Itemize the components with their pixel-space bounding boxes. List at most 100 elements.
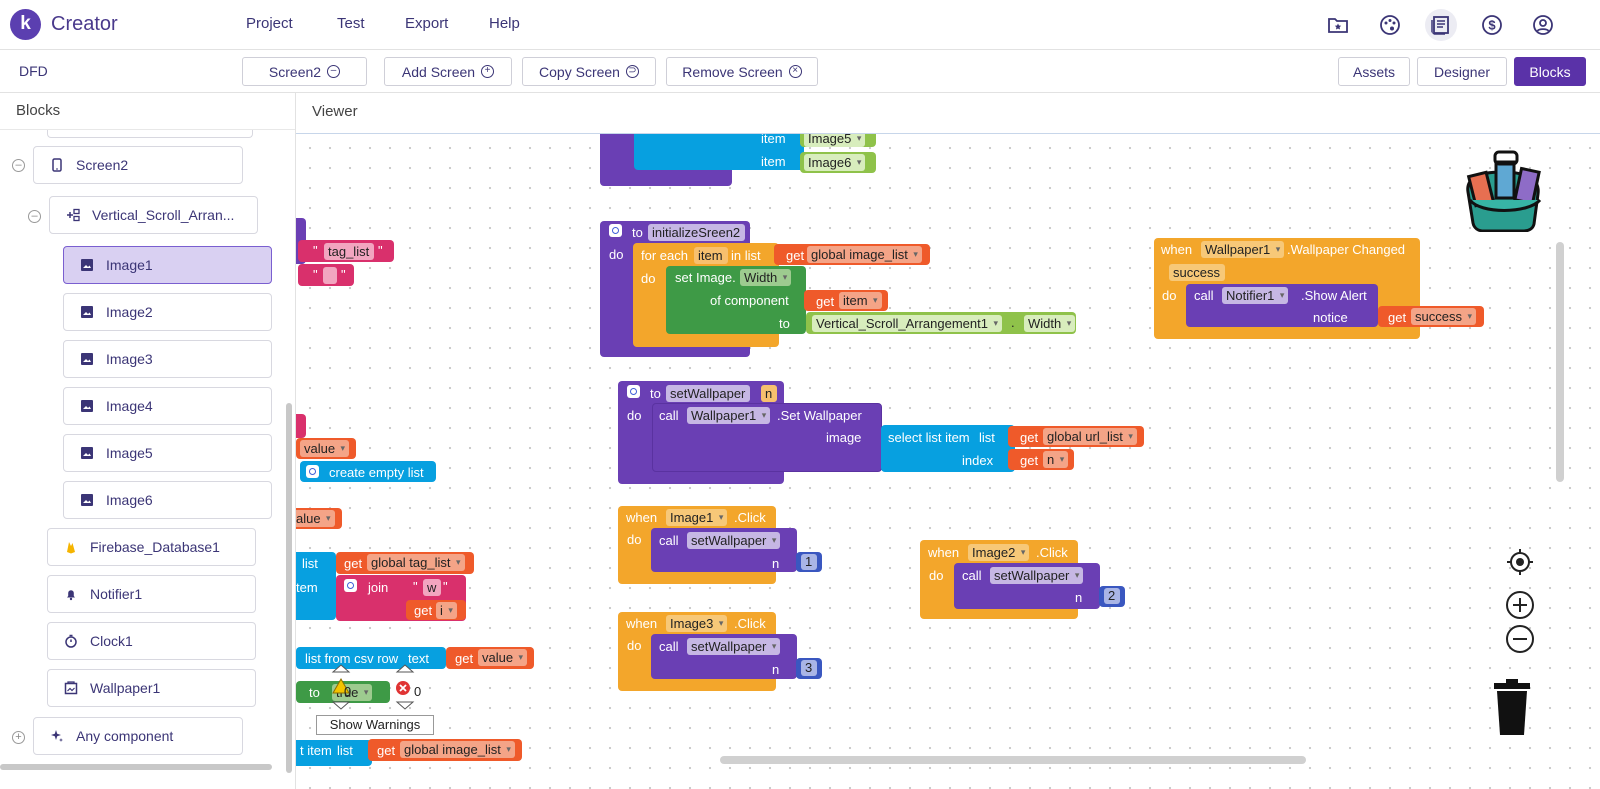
dropdown-value-3[interactable]: value (478, 649, 528, 666)
tree-node-image2[interactable]: Image2 (63, 293, 272, 331)
dropdown-value-2[interactable]: alue (296, 510, 335, 527)
block-number-3[interactable]: 3 (796, 658, 822, 679)
number-3[interactable]: 3 (801, 660, 818, 676)
string-empty[interactable] (323, 267, 337, 284)
tree-node-notifier[interactable]: Notifier1 (47, 575, 256, 613)
zoom-in-icon[interactable] (1505, 590, 1535, 620)
dropdown-value-1[interactable]: value (300, 440, 350, 457)
backpack-icon[interactable] (1462, 148, 1550, 232)
add-screen-button[interactable]: Add Screen + (384, 57, 512, 86)
trash-icon[interactable] (1492, 679, 1532, 735)
block-create-empty-list[interactable] (300, 461, 436, 482)
blocks-button[interactable]: Blocks (1514, 57, 1586, 86)
gear-icon[interactable] (627, 385, 640, 398)
book-icon[interactable] (1425, 9, 1457, 41)
error-indicator-icon[interactable] (394, 663, 416, 711)
brand-name[interactable]: Creator (51, 13, 118, 35)
block-select-partial[interactable] (296, 740, 372, 766)
string-tag-list[interactable]: tag_list (324, 243, 375, 260)
menu-help[interactable]: Help (489, 15, 520, 32)
var-item[interactable]: item (694, 247, 728, 264)
dropdown-global-tag-list[interactable]: global tag_list (367, 554, 465, 571)
string-w[interactable]: w (423, 579, 442, 596)
show-warnings-button[interactable]: Show Warnings (316, 715, 434, 735)
block-image6[interactable]: Image6 (800, 152, 876, 173)
remove-screen-button[interactable]: Remove Screen × (666, 57, 818, 86)
block-partial-left-2[interactable] (296, 414, 306, 438)
project-name[interactable]: DFD (19, 63, 48, 79)
menu-project[interactable]: Project (246, 15, 293, 32)
sidebar-vertical-scrollbar[interactable] (286, 403, 292, 773)
dropdown-image5[interactable]: Image5 (804, 134, 866, 147)
dropdown-setwallpaper-3[interactable]: setWallpaper (687, 638, 781, 655)
block-image5[interactable]: Image5 (800, 134, 876, 147)
palette-icon[interactable] (1378, 13, 1402, 37)
block-select-list-item[interactable] (881, 425, 1015, 472)
dropdown-success[interactable]: success (1411, 308, 1476, 325)
dropdown-global-image-list[interactable]: global image_list (807, 246, 922, 263)
dropdown-i[interactable]: i (436, 602, 457, 619)
sidebar-horizontal-scrollbar[interactable] (0, 764, 272, 770)
dropdown-wallpaper1-event[interactable]: Wallpaper1 (1201, 241, 1285, 258)
tree-node-arrangement[interactable]: Vertical_Scroll_Arran... (49, 196, 258, 234)
block-get-value-1[interactable]: value (296, 438, 356, 459)
dropdown-width[interactable]: Width (740, 269, 792, 286)
copy-screen-button[interactable]: Copy Screen ⊃ (522, 57, 656, 86)
zoom-out-icon[interactable] (1505, 624, 1535, 654)
account-icon[interactable] (1531, 13, 1555, 37)
folder-star-icon[interactable] (1326, 13, 1350, 37)
tree-node-clock[interactable]: Clock1 (47, 622, 256, 660)
dollar-icon[interactable]: $ (1480, 13, 1504, 37)
block-make-list[interactable] (634, 134, 804, 170)
expand-any-component-icon[interactable]: + (12, 731, 25, 744)
menu-export[interactable]: Export (405, 15, 449, 32)
dropdown-image6[interactable]: Image6 (804, 154, 866, 171)
block-number-2[interactable]: 2 (1099, 586, 1125, 607)
collapse-arrangement-icon[interactable]: – (28, 210, 41, 223)
tree-node-any-component[interactable]: Any component (33, 717, 243, 755)
menu-test[interactable]: Test (337, 15, 365, 32)
dropdown-setwallpaper-2[interactable]: setWallpaper (990, 567, 1084, 584)
gear-icon[interactable] (306, 465, 319, 478)
gear-icon[interactable] (344, 579, 357, 592)
designer-button[interactable]: Designer (1417, 57, 1507, 86)
logo-icon[interactable]: k (10, 9, 41, 40)
proc-name-initialize[interactable]: initializeSreen2 (648, 224, 746, 241)
dropdown-global-image-list-2[interactable]: global image_list (400, 741, 515, 758)
dropdown-wallpaper1[interactable]: Wallpaper1 (687, 407, 771, 424)
dropdown-image3[interactable]: Image3 (666, 615, 728, 632)
dropdown-image1[interactable]: Image1 (666, 509, 728, 526)
dropdown-width-2[interactable]: Width (1024, 315, 1076, 332)
block-partial-add-items[interactable] (296, 552, 336, 620)
workspace-vertical-scrollbar[interactable] (1556, 242, 1564, 482)
dropdown-setwallpaper-1[interactable]: setWallpaper (687, 532, 781, 549)
dropdown-global-url-list[interactable]: global url_list (1043, 428, 1137, 445)
number-1[interactable]: 1 (801, 554, 818, 570)
tree-node-firebase[interactable]: Firebase_Database1 (47, 528, 256, 566)
gear-icon[interactable] (609, 224, 622, 237)
dropdown-vsa1[interactable]: Vertical_Scroll_Arrangement1 (812, 315, 1002, 332)
proc-name-set-wallpaper[interactable]: setWallpaper (666, 385, 751, 402)
dropdown-image2[interactable]: Image2 (968, 544, 1030, 561)
param-success[interactable]: success (1169, 264, 1225, 281)
tree-node-image6[interactable]: Image6 (63, 481, 272, 519)
tree-node-wallpaper[interactable]: Wallpaper1 (47, 669, 256, 707)
tree-node-image5[interactable]: Image5 (63, 434, 272, 472)
tree-node-image1[interactable]: Image1 (63, 246, 272, 284)
block-number-1[interactable]: 1 (796, 552, 822, 572)
dropdown-notifier1[interactable]: Notifier1 (1222, 287, 1289, 304)
dropdown-item[interactable]: item (839, 292, 882, 309)
param-n[interactable]: n (761, 385, 778, 402)
tree-node-screen2[interactable]: Screen2 (33, 146, 243, 184)
assets-button[interactable]: Assets (1338, 57, 1410, 86)
collapse-screen-icon[interactable]: – (12, 159, 25, 172)
tree-node-image4[interactable]: Image4 (63, 387, 272, 425)
block-list-from-csv[interactable] (296, 647, 446, 669)
recenter-icon[interactable] (1505, 547, 1535, 577)
warning-indicator-icon[interactable] (330, 663, 352, 711)
number-2[interactable]: 2 (1104, 588, 1121, 604)
blocks-workspace[interactable]: item Image5 item Image6 to initializeSre… (296, 133, 1600, 789)
tree-node-image3[interactable]: Image3 (63, 340, 272, 378)
screen-select[interactable]: Screen2 – (242, 57, 367, 86)
dropdown-n[interactable]: n (1043, 451, 1069, 468)
